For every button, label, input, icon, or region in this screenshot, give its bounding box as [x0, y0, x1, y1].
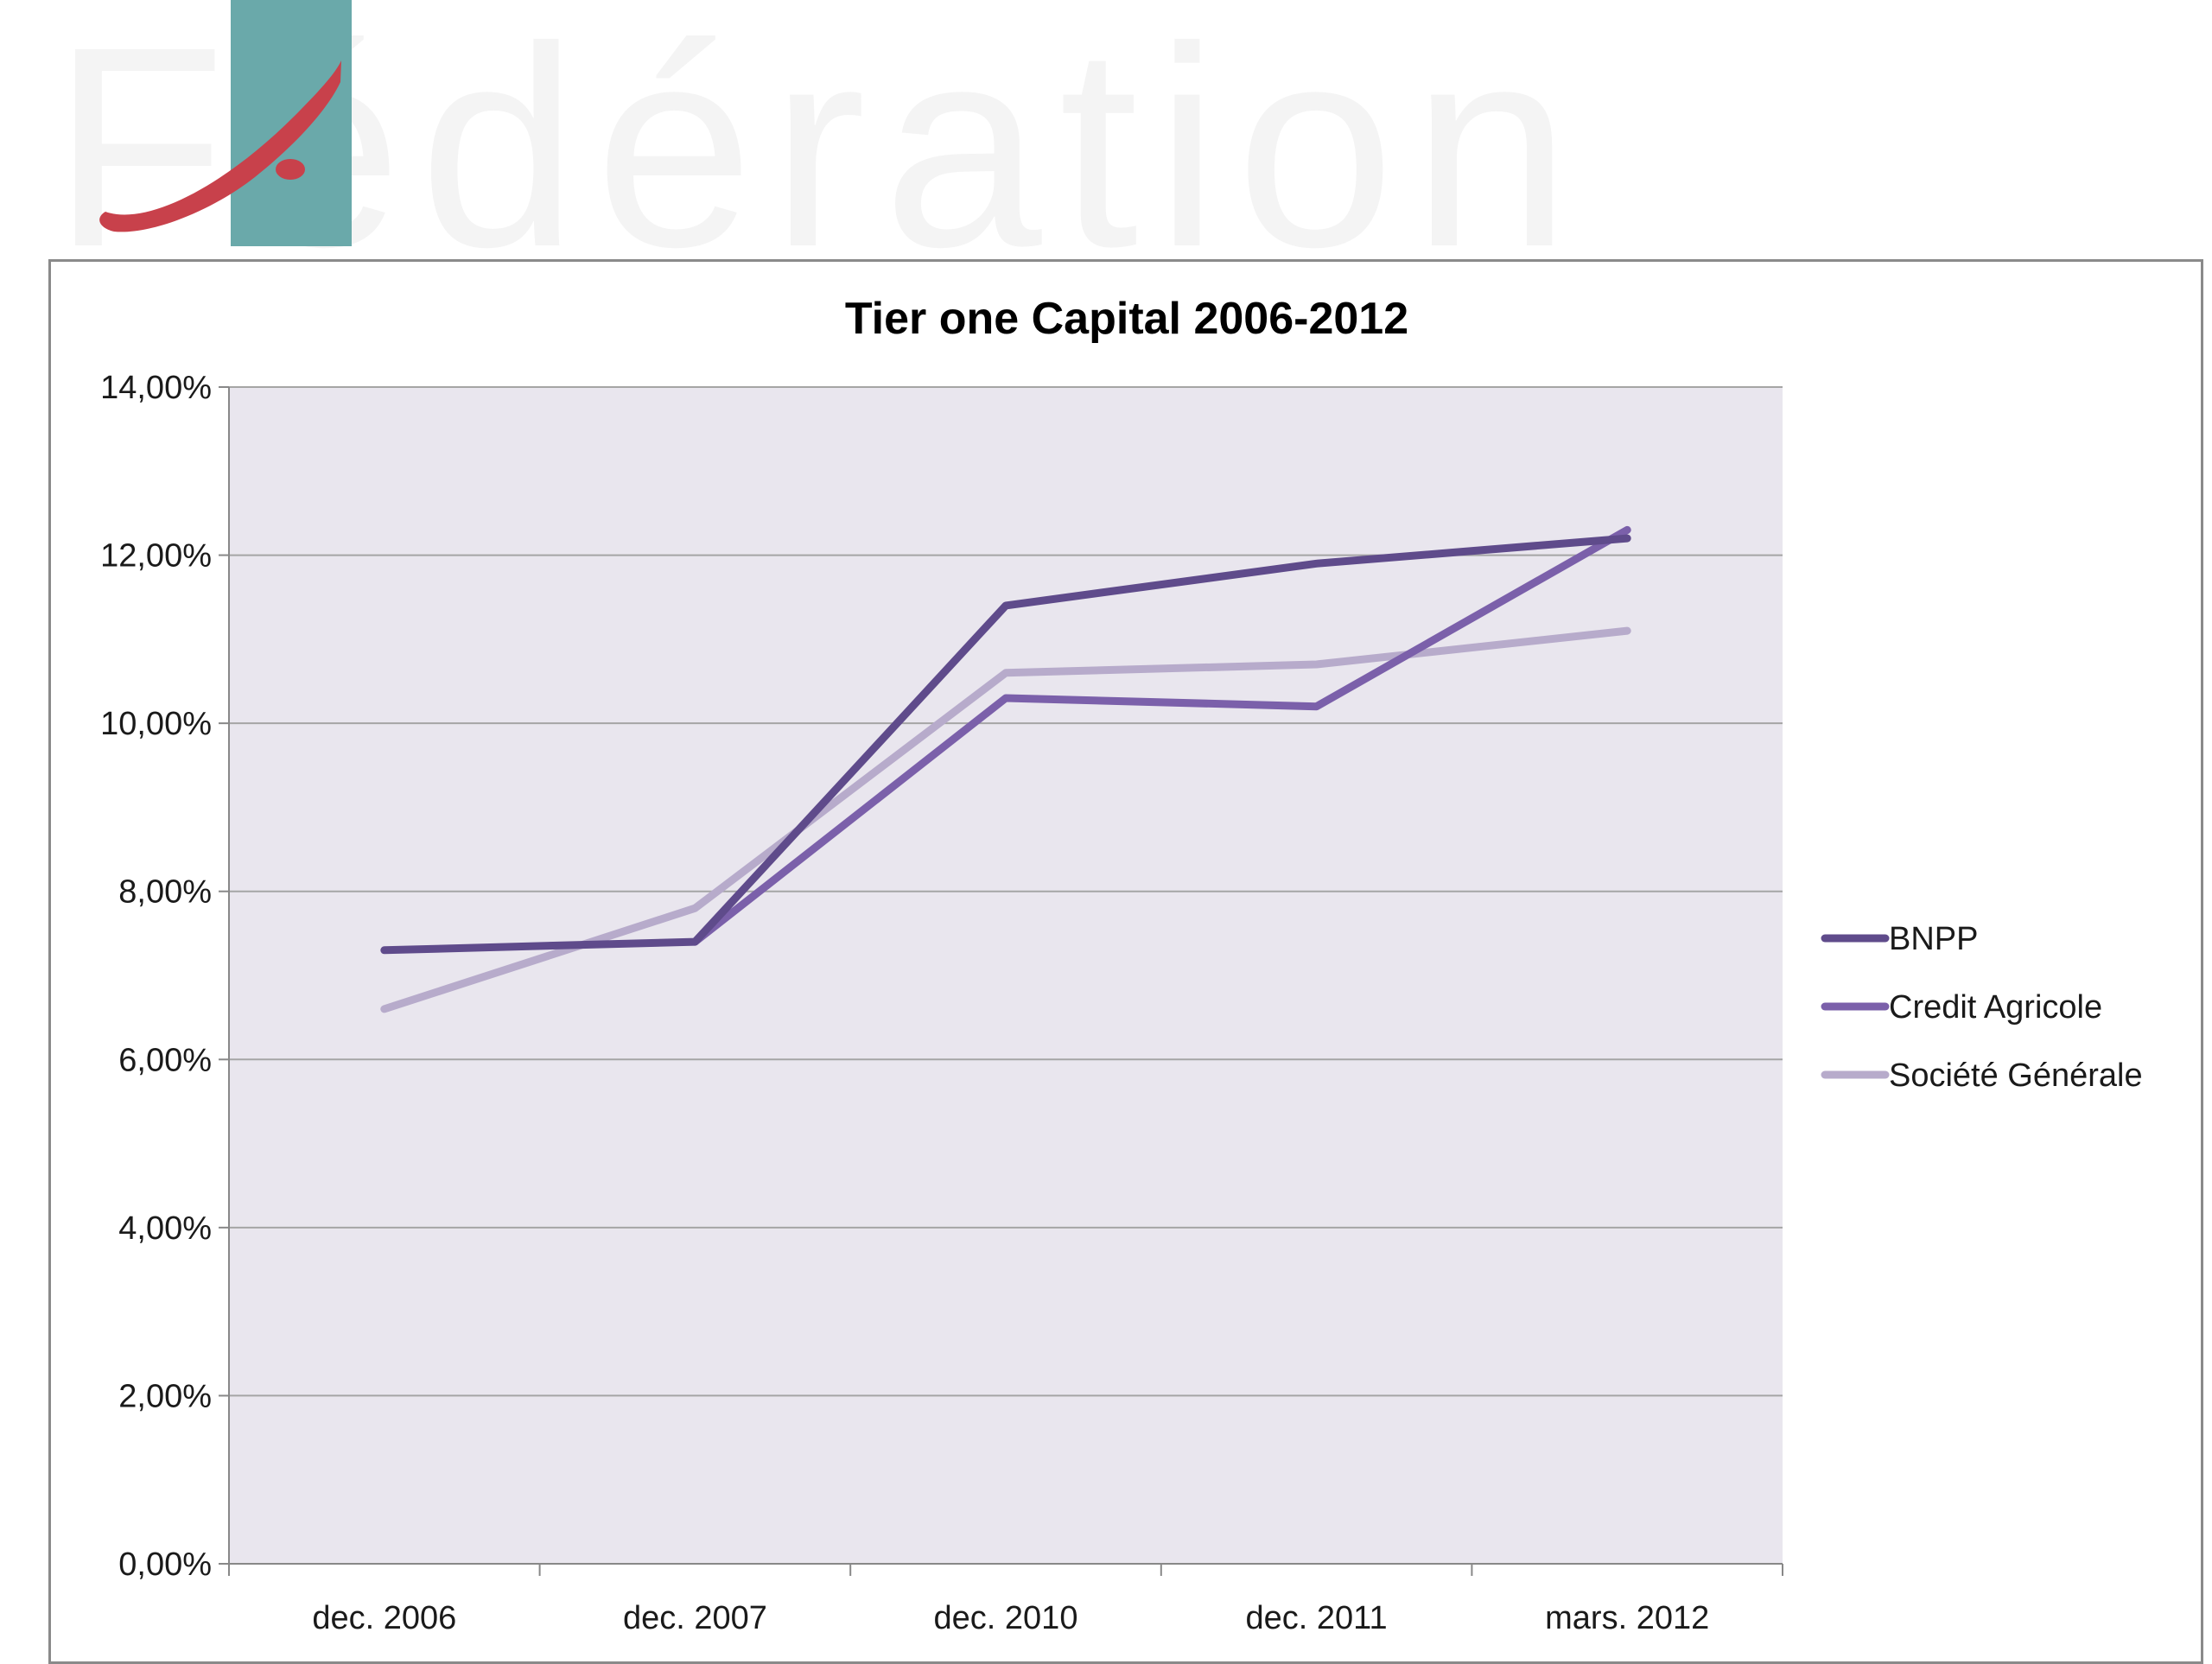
y-tick-label: 2,00%: [118, 1378, 212, 1414]
series-layer: [380, 525, 1631, 1013]
x-tick-label: dec. 2007: [623, 1600, 767, 1636]
legend-label: BNPP: [1889, 921, 1978, 957]
chart-title: Tier one Capital 2006-2012: [845, 294, 1408, 344]
x-tick-label: mars. 2012: [1545, 1600, 1709, 1636]
y-tick-label: 0,00%: [118, 1547, 212, 1583]
x-tick-label: dec. 2006: [312, 1600, 456, 1636]
axis-layer: 0,00% 2,00% 4,00% 6,00% 8,00% 10,00% 12,00% 14,…: [100, 370, 1783, 1636]
y-tick-label: 8,00%: [118, 874, 212, 911]
logo-red-dot: [276, 159, 305, 180]
plot-area: [229, 387, 1783, 1564]
legend-label: Société Générale: [1889, 1057, 2143, 1094]
chart-legend: BNPP Credit Agricole Société Générale: [1821, 921, 2143, 1094]
x-tick-label: dec. 2011: [1246, 1600, 1388, 1636]
logo-red-swoosh: [99, 60, 342, 232]
series-line-bnpp: [380, 534, 1631, 955]
y-tick-label: 12,00%: [100, 538, 212, 575]
federation-logo: [99, 0, 352, 246]
y-tick-label: 14,00%: [100, 370, 212, 406]
grid-layer: [229, 386, 1783, 1397]
legend-label: Credit Agricole: [1889, 989, 2102, 1026]
y-tick-label: 4,00%: [118, 1210, 212, 1247]
series-line-credit-agricole: [690, 525, 1631, 946]
x-tick-label: dec. 2010: [934, 1600, 1078, 1636]
chart-frame: Tier one Capital 2006-2012 0,00% 2,00% 4,0…: [48, 259, 2203, 1664]
y-tick-label: 10,00%: [100, 706, 212, 742]
y-tick-label: 6,00%: [118, 1042, 212, 1078]
chart-svg: Tier one Capital 2006-2012 0,00% 2,00% 4,0…: [100, 294, 2143, 1636]
